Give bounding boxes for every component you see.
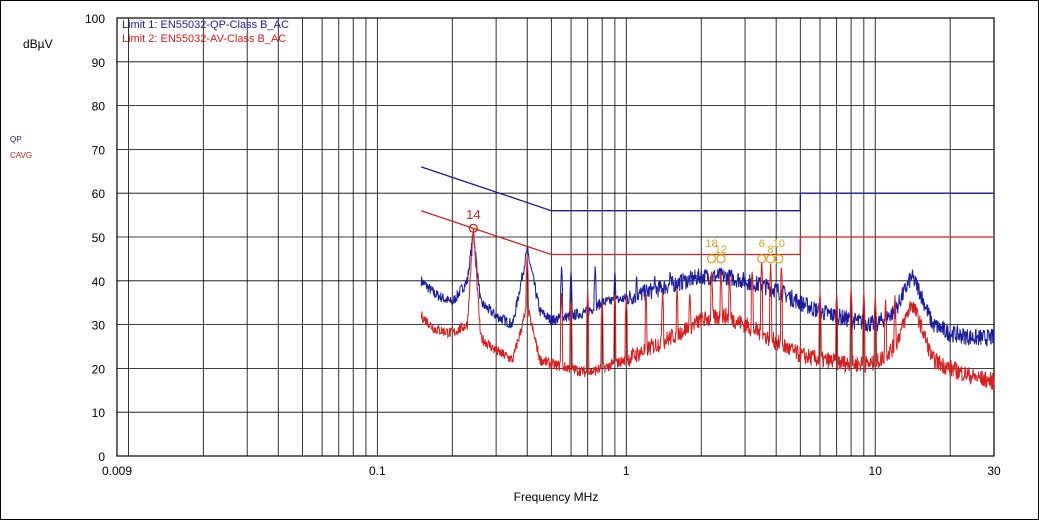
marker-label: 14	[466, 207, 480, 222]
side-label-cavg: CAVG	[10, 151, 32, 160]
marker-label: 18	[705, 238, 717, 250]
limit-line	[420, 210, 994, 256]
x-tick-label: 10	[869, 464, 883, 478]
y-tick-label: 10	[92, 406, 106, 420]
marker-point	[757, 254, 767, 264]
y-tick-label: 80	[92, 100, 106, 114]
marker-point	[774, 254, 784, 264]
y-tick-label: 90	[92, 56, 106, 70]
x-tick-label: 0.009	[102, 464, 132, 478]
marker-point	[716, 254, 726, 264]
legend-limit-2: Limit 2: EN55032-AV-Class B_AC	[122, 33, 286, 45]
marker-label: 6	[759, 238, 765, 250]
x-tick-label: 0.1	[369, 464, 386, 478]
y-tick-label: 60	[92, 187, 106, 201]
x-axis-label: Frequency MHz	[514, 490, 599, 504]
limit-layer	[420, 166, 994, 256]
marker-label: 10	[773, 238, 785, 250]
marker-point	[706, 254, 717, 264]
marker-point	[468, 223, 478, 233]
series-line	[420, 232, 995, 347]
y-tick-label: 70	[92, 143, 106, 157]
y-tick-label: 50	[92, 231, 106, 245]
y-tick-label: 30	[92, 319, 106, 333]
y-tick-label: 100	[85, 12, 105, 26]
marker-point	[766, 254, 776, 264]
y-tick-label: 0	[98, 450, 105, 464]
y-axis-label: dBµV	[23, 37, 53, 51]
y-tick-label: 20	[92, 362, 106, 376]
y-tick-label: 40	[92, 275, 106, 289]
x-tick-label: 1	[623, 464, 630, 478]
x-tick-label: 30	[987, 464, 1001, 478]
marker-label: 8	[768, 244, 774, 256]
marker-label: 12	[715, 244, 727, 256]
side-label-qp: QP	[10, 135, 22, 144]
series-line	[420, 228, 995, 390]
legend-limit-1: Limit 1: EN55032-QP-Class B_AC	[122, 19, 289, 31]
tick-layer: 0 10 20 30 40 50 60 70 80 90 100 0.009 0.1 1 10 30	[85, 12, 1001, 478]
limit-line	[420, 166, 994, 212]
series-layer	[420, 228, 995, 390]
